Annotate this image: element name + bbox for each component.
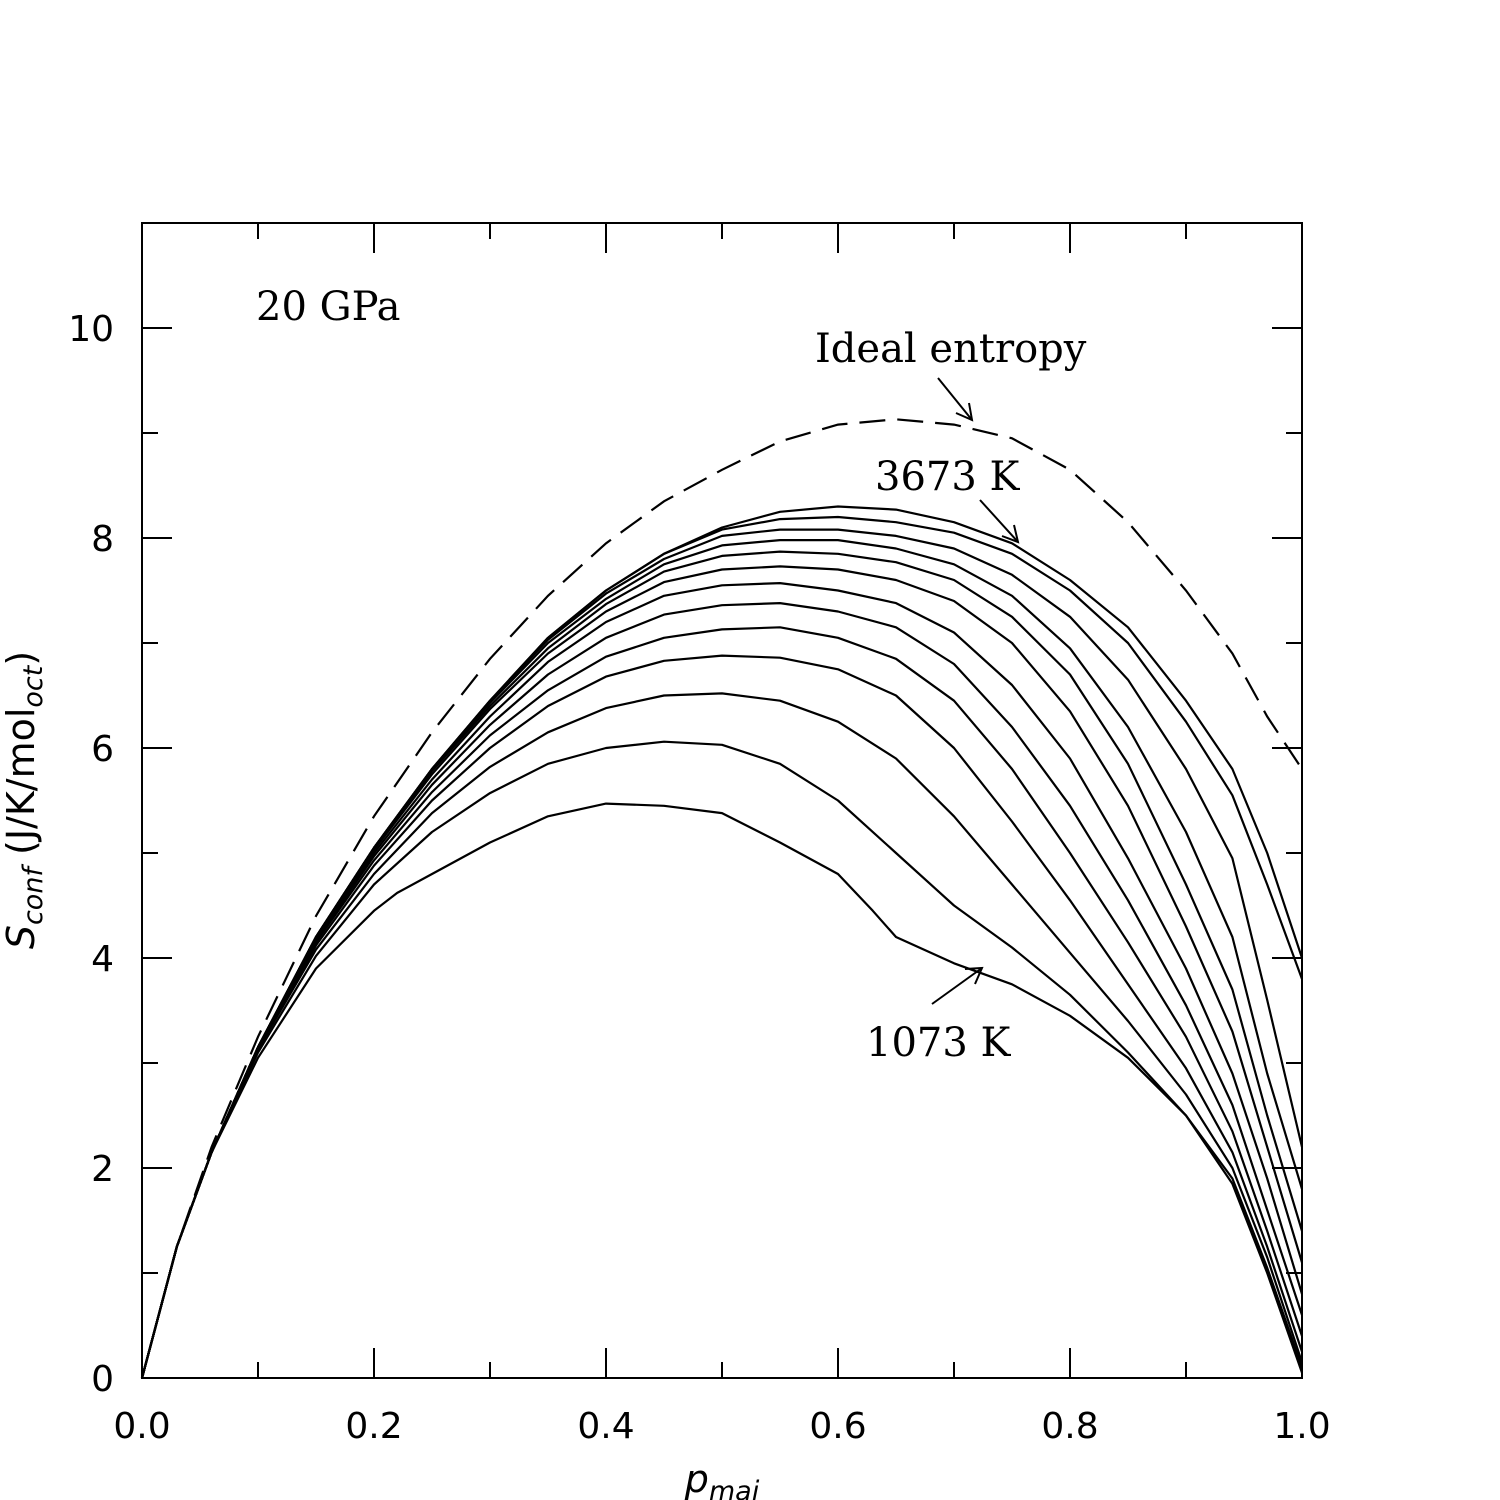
x-axis-label-base: p [684,1457,709,1500]
series-line-3 [140,528,1304,1379]
series-line-6 [140,565,1304,1379]
axis-ticks [141,222,1303,1379]
x-tick-label: 1.0 [1273,1406,1330,1447]
x-axis-label: pmaj [684,1457,760,1500]
y-tick-label: 2 [91,1149,114,1190]
y-tick-label: 4 [91,939,114,980]
y-tick-label: 6 [91,729,114,770]
ideal-arrowhead [955,402,974,422]
high-t-arrow [979,499,1019,543]
plot-frame [141,222,1303,1379]
y-tick-label: 8 [91,519,114,560]
y-tick-label: 0 [91,1359,114,1400]
pressure-label: 20 GPa [256,284,401,330]
series-line-10 [140,654,1304,1379]
x-tick-label: 0.4 [577,1406,634,1447]
y-axis-label-unit-open: (J/K/mol [0,708,43,867]
ideal-arrow [937,377,973,421]
y-axis-label-base: S [0,925,43,949]
tick-labels: 0.0 0.2 0.4 0.6 0.8 1.0 0 2 4 6 8 10 [68,309,1330,1447]
x-tick-label: 0.6 [809,1406,866,1447]
annotation-arrows [931,377,1020,1005]
x-tick-label: 0.2 [345,1406,402,1447]
y-tick-label: 10 [68,309,114,350]
high-t-arrowhead [1001,524,1020,544]
label-1073k: 1073 K [866,1020,1012,1066]
series-line-8 [140,601,1304,1379]
series-line-7 [140,581,1304,1379]
ideal-entropy-line [140,418,1303,1379]
low-t-arrow [931,967,983,1005]
label-3673k: 3673 K [875,454,1021,500]
series-line-13 [140,802,1304,1379]
y-axis-label-unit-sub: oct [18,664,49,707]
series-line-5 [140,550,1304,1379]
x-tick-label: 0.8 [1041,1406,1098,1447]
series-line-12 [140,740,1304,1379]
y-axis-label: Sconf (J/K/moloct) [0,651,49,949]
series-line-4 [140,538,1304,1379]
x-tick-label: 0.0 [113,1406,170,1447]
series-line-9 [140,626,1304,1379]
ideal-entropy-label: Ideal entropy [815,326,1087,372]
series-line-11 [140,692,1304,1379]
plot-lines [140,418,1304,1379]
y-axis-label-unit-close: ) [0,651,43,666]
low-t-arrowhead [964,966,984,985]
y-axis-label-sub: conf [18,864,49,925]
x-axis-label-sub: maj [709,1476,760,1500]
